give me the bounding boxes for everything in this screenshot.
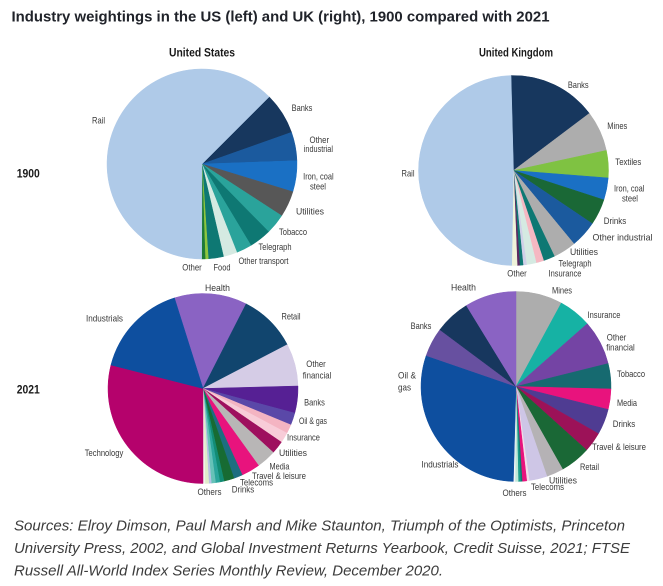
svg-text:Health: Health [205, 283, 230, 294]
svg-text:Banks: Banks [411, 321, 432, 332]
svg-text:United States: United States [169, 45, 235, 59]
svg-text:United Kingdom: United Kingdom [479, 45, 553, 59]
svg-text:Russell All-World Index Series: Russell All-World Index Series Monthly R… [14, 564, 443, 580]
svg-text:Other: Other [310, 135, 330, 146]
svg-text:Tobacco: Tobacco [617, 369, 645, 380]
svg-text:Other transport: Other transport [239, 256, 289, 267]
svg-text:Utilities: Utilities [279, 448, 307, 459]
svg-text:steel: steel [310, 181, 326, 192]
svg-text:Banks: Banks [568, 80, 589, 91]
svg-text:Industry weightings in the US: Industry weightings in the US (left) and… [12, 10, 550, 26]
svg-text:Drinks: Drinks [232, 485, 255, 496]
svg-text:Insurance: Insurance [549, 269, 582, 280]
svg-text:Other: Other [182, 263, 202, 274]
svg-text:Telegraph: Telegraph [259, 242, 292, 253]
svg-text:Utilities: Utilities [570, 247, 598, 258]
svg-text:gas: gas [398, 383, 411, 394]
svg-text:industrial: industrial [304, 144, 333, 155]
svg-text:Media: Media [617, 398, 638, 409]
svg-text:Others: Others [503, 488, 527, 499]
svg-text:Travel & leisure: Travel & leisure [592, 442, 646, 453]
svg-text:Telecoms: Telecoms [531, 482, 564, 493]
svg-text:Textiles: Textiles [615, 157, 641, 168]
svg-text:financial: financial [606, 343, 635, 354]
svg-text:Industrials: Industrials [86, 314, 123, 325]
svg-text:Utilities: Utilities [549, 476, 577, 487]
svg-text:Tobacco: Tobacco [279, 227, 307, 238]
svg-text:Iron, coal: Iron, coal [614, 184, 645, 195]
svg-text:Industrials: Industrials [422, 460, 459, 471]
svg-text:2021: 2021 [17, 382, 40, 396]
svg-text:Rail: Rail [402, 169, 415, 180]
svg-text:Food: Food [214, 263, 231, 274]
svg-text:Insurance: Insurance [588, 310, 621, 321]
svg-text:Drinks: Drinks [613, 419, 636, 430]
svg-text:Drinks: Drinks [604, 216, 627, 227]
svg-text:Rail: Rail [92, 116, 105, 127]
svg-text:Retail: Retail [580, 462, 599, 473]
svg-text:Retail: Retail [282, 312, 301, 323]
svg-text:Oil & gas: Oil & gas [299, 416, 327, 427]
svg-text:Banks: Banks [292, 103, 313, 114]
svg-text:Telecoms: Telecoms [240, 478, 273, 489]
svg-text:Media: Media [270, 462, 291, 473]
svg-text:Other: Other [507, 269, 527, 280]
svg-text:Health: Health [451, 283, 476, 294]
svg-text:Oil &: Oil & [398, 371, 417, 382]
svg-text:Other: Other [306, 359, 326, 370]
svg-text:Telegraph: Telegraph [559, 259, 592, 270]
svg-text:Mines: Mines [607, 121, 627, 132]
svg-text:Banks: Banks [304, 398, 325, 409]
svg-text:Utilities: Utilities [296, 207, 324, 218]
svg-text:Other industrial: Other industrial [593, 233, 653, 244]
svg-text:Technology: Technology [85, 448, 124, 459]
svg-text:steel: steel [622, 194, 638, 205]
svg-text:Insurance: Insurance [287, 433, 320, 444]
svg-text:University Press, 2002, and Gl: University Press, 2002, and Global Inves… [14, 541, 630, 557]
svg-text:Others: Others [198, 487, 222, 498]
svg-text:1900: 1900 [17, 166, 40, 180]
svg-text:Iron, coal: Iron, coal [303, 172, 334, 183]
svg-text:Other: Other [607, 333, 627, 344]
svg-text:Mines: Mines [552, 286, 572, 297]
svg-text:Sources: Elroy Dimson, Paul Ma: Sources: Elroy Dimson, Paul Marsh and Mi… [14, 519, 625, 535]
svg-text:Travel & leisure: Travel & leisure [252, 471, 306, 482]
svg-text:financial: financial [303, 371, 332, 382]
